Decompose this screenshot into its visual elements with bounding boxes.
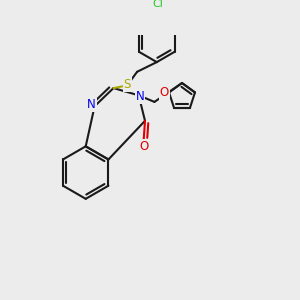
Text: O: O: [160, 86, 169, 99]
Text: Cl: Cl: [152, 0, 163, 9]
Text: S: S: [124, 78, 131, 91]
Text: O: O: [139, 140, 148, 153]
Text: N: N: [87, 98, 96, 112]
Text: N: N: [136, 90, 144, 103]
